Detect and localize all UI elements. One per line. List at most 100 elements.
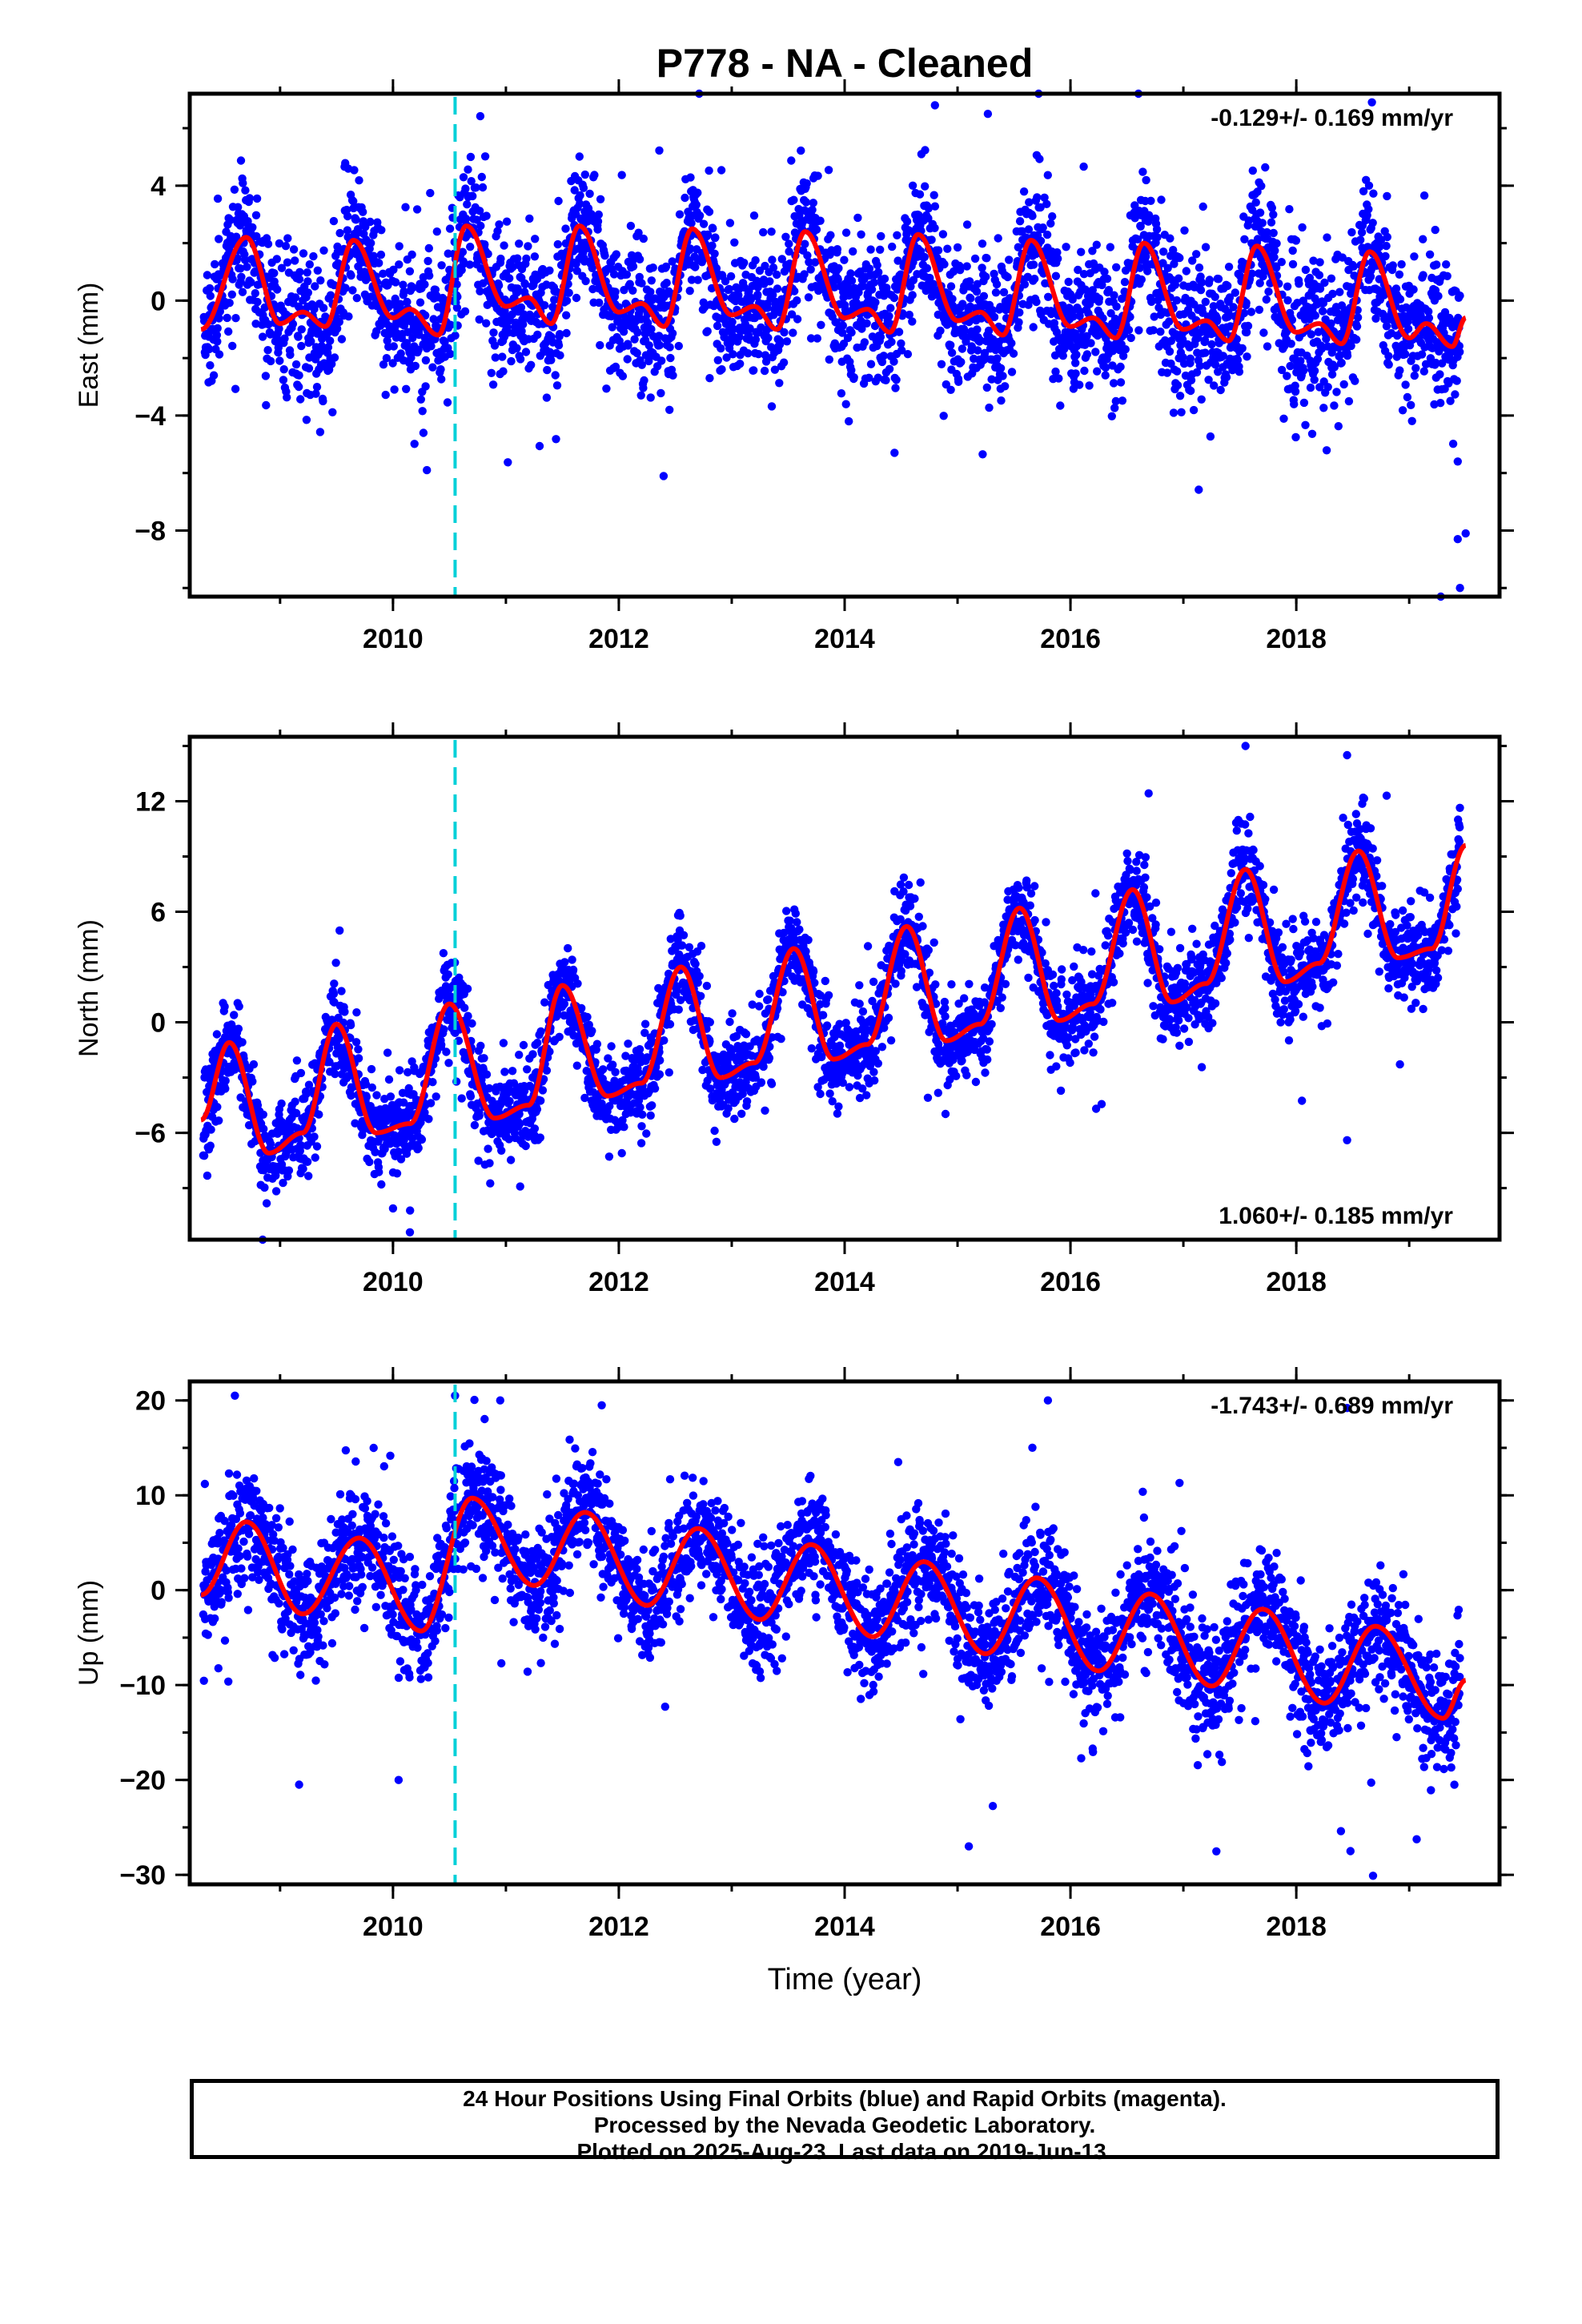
east-point — [391, 294, 400, 304]
east-point — [708, 241, 717, 250]
east-point — [342, 205, 351, 215]
east-point — [421, 382, 430, 391]
east-point — [866, 245, 875, 254]
east-point — [1315, 271, 1324, 279]
north-point — [521, 1141, 530, 1151]
east-point — [681, 193, 689, 203]
east-point — [530, 252, 540, 261]
east-point — [262, 400, 271, 410]
north-point — [508, 1067, 517, 1076]
east-point — [693, 275, 702, 284]
east-point — [231, 384, 240, 393]
east-point — [1062, 243, 1070, 251]
east-point — [1407, 416, 1416, 425]
east-point — [885, 312, 893, 320]
east-point — [451, 331, 460, 340]
east-point — [461, 184, 470, 193]
east-point — [885, 364, 894, 373]
east-point — [280, 334, 289, 343]
east-point — [665, 343, 674, 352]
east-point — [838, 321, 848, 330]
east-point — [428, 363, 437, 372]
east-point — [825, 355, 834, 364]
east-point — [994, 234, 1002, 243]
east-point — [1162, 368, 1172, 377]
east-point — [1173, 367, 1182, 376]
east-point — [1337, 358, 1346, 368]
east-point — [408, 250, 416, 259]
east-point — [1056, 401, 1065, 410]
east-point — [1020, 279, 1030, 289]
east-point — [978, 450, 987, 459]
east-point — [1364, 181, 1374, 190]
north-point — [335, 926, 344, 935]
east-point — [869, 278, 879, 287]
east-point — [1112, 302, 1121, 311]
east-point — [297, 341, 306, 351]
east-point — [319, 246, 328, 255]
east-point — [692, 200, 701, 209]
east-point — [350, 166, 359, 175]
east-point — [263, 239, 273, 248]
east-point — [520, 279, 530, 289]
east-point — [504, 458, 512, 467]
east-point — [1285, 205, 1294, 214]
north-point — [354, 1045, 363, 1054]
north-point — [482, 1070, 492, 1079]
east-point — [806, 265, 815, 274]
east-point — [1216, 385, 1225, 395]
east-outlier-point — [1456, 584, 1464, 593]
north-point — [470, 1120, 480, 1130]
north-point — [555, 1032, 564, 1042]
east-point — [891, 384, 900, 392]
east-point — [1327, 274, 1336, 283]
east-point — [213, 324, 222, 333]
east-point — [407, 353, 416, 362]
east-point — [303, 288, 312, 297]
east-point — [266, 356, 275, 366]
east-point — [395, 260, 404, 269]
north-point — [637, 1122, 646, 1131]
north-point — [220, 1002, 229, 1011]
east-point — [551, 371, 560, 380]
north-point — [457, 1094, 466, 1103]
east-point — [1042, 230, 1052, 239]
east-point — [817, 320, 825, 329]
east-point — [880, 274, 889, 283]
east-point — [375, 259, 383, 267]
east-point — [351, 215, 360, 224]
east-point — [1310, 376, 1319, 384]
east-point — [307, 337, 315, 346]
east-point — [425, 271, 434, 280]
east-point — [484, 249, 492, 259]
east-point — [705, 374, 714, 383]
east-point — [317, 342, 326, 351]
east-point — [893, 231, 901, 239]
north-point — [437, 1040, 446, 1049]
east-point — [283, 234, 292, 243]
east-point — [418, 407, 427, 416]
north-point — [538, 1086, 548, 1095]
east-point — [624, 341, 632, 350]
east-point — [998, 372, 1007, 380]
east-point — [593, 217, 603, 226]
east-point — [291, 256, 299, 265]
east-point — [1283, 282, 1292, 291]
east-point — [332, 324, 342, 333]
east-point — [279, 365, 288, 374]
east-point — [452, 304, 462, 312]
east-point — [763, 304, 772, 312]
east-point — [1094, 294, 1104, 304]
east-point — [461, 215, 471, 223]
east-point — [602, 384, 611, 393]
north-point — [583, 1012, 592, 1022]
east-point — [1138, 167, 1147, 176]
east-point — [636, 391, 645, 400]
east-point — [736, 360, 745, 368]
east-point — [291, 293, 300, 302]
east-point — [685, 287, 694, 296]
north-point — [303, 1157, 312, 1167]
north-point — [248, 1077, 257, 1086]
east-point — [215, 307, 224, 316]
